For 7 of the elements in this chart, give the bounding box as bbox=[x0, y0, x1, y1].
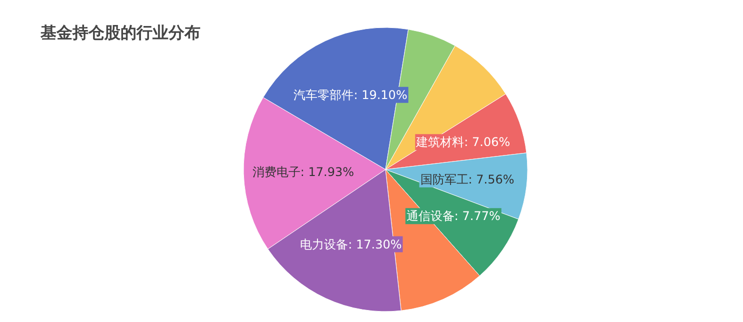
slice-label: 建筑材料: 7.06% bbox=[415, 135, 510, 150]
chart-title: 基金持仓股的行业分布 bbox=[40, 23, 200, 42]
slice-label: 电力设备: 17.30% bbox=[300, 237, 402, 252]
slice-label: 消费电子: 17.93% bbox=[252, 165, 354, 180]
slice-label: 通信设备: 7.77% bbox=[406, 209, 500, 224]
slice-label: 汽车零部件: 19.10% bbox=[294, 88, 408, 102]
slice-label: 国防军工: 7.56% bbox=[420, 172, 514, 186]
